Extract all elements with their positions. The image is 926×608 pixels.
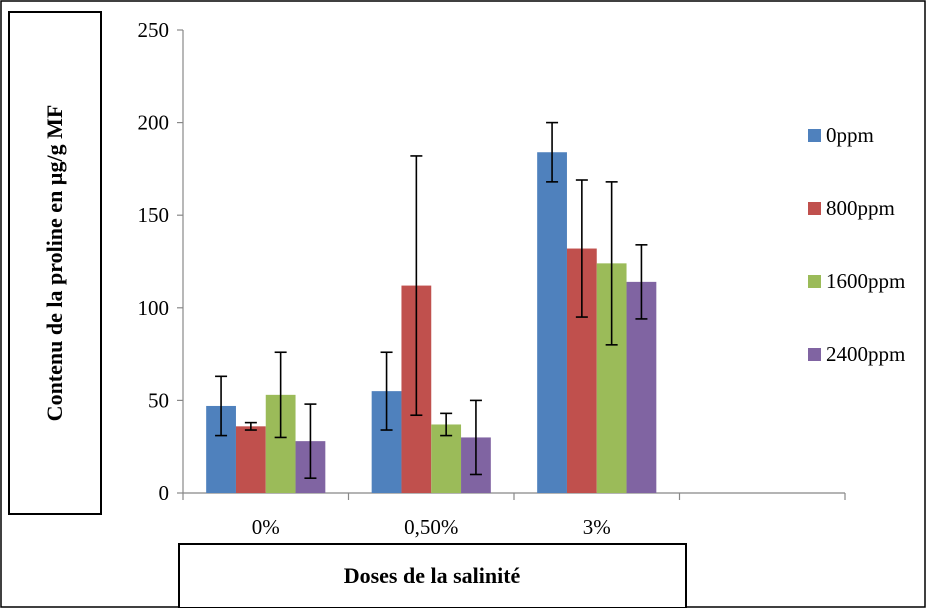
y-tick-label: 150 [138, 203, 170, 227]
legend-swatch [808, 202, 821, 215]
x-axis-title: Doses de la salinité [344, 563, 521, 588]
y-axis-title-box [8, 11, 102, 515]
y-axis-title: Contenu de la proline en µg/g MF [42, 105, 67, 422]
y-tick-label: 100 [138, 296, 170, 320]
legend-swatch [808, 348, 821, 361]
legend-label: 0ppm [826, 123, 874, 147]
y-tick-label: 250 [138, 18, 170, 42]
bar-800ppm-0% [235, 426, 266, 493]
legend-label: 1600ppm [826, 269, 905, 293]
legend-label: 800ppm [826, 196, 895, 220]
y-tick-label: 200 [138, 111, 170, 135]
x-axis-ticks: 0% 0,50% 3% [182, 493, 846, 539]
y-tick-label: 0 [159, 481, 170, 505]
legend-swatch [808, 129, 821, 142]
y-axis-ticks: 0 50 100 150 200 250 [138, 18, 183, 505]
x-axis-title-box [178, 543, 687, 608]
legend: 0ppm 800ppm 1600ppm 2400ppm [808, 123, 905, 366]
legend-swatch [808, 275, 821, 288]
bar-0ppm-3% [537, 152, 567, 493]
y-tick-label: 50 [148, 388, 169, 412]
error-bars [215, 121, 648, 479]
x-tick-label: 0% [252, 515, 280, 539]
legend-label: 2400ppm [826, 342, 905, 366]
x-tick-label: 3% [583, 515, 611, 539]
x-tick-label: 0,50% [404, 515, 458, 539]
bar-series [206, 152, 657, 493]
